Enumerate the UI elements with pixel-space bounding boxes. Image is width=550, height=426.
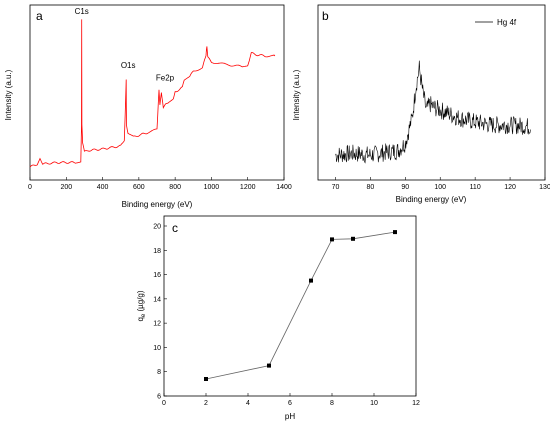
- panel-b-legend-label: Hg 4f: [497, 18, 517, 27]
- panel-c-label: c: [172, 221, 178, 235]
- panel-a-x-tick-label: 1400: [276, 184, 292, 191]
- panel-c-data-point: [330, 237, 334, 242]
- panel-a-x-tick-label: 1000: [204, 184, 220, 191]
- panel-a-peak-annotation: O1s: [121, 61, 136, 70]
- panel-c-y-tick-label: 6: [157, 394, 161, 401]
- panel-b-x-tick-label: 100: [434, 184, 446, 191]
- panel-a-peak-annotation: Fe2p: [156, 74, 175, 83]
- panel-a-frame: [29, 4, 285, 181]
- panel-a-spectrum-line: [29, 19, 276, 168]
- panel-c-x-axis-label: pH: [285, 412, 295, 421]
- panel-c-data-point: [204, 377, 208, 381]
- panel-c-data-point: [351, 236, 355, 241]
- panel-c-x-ticks: 0 2 4 6 8 10 12: [162, 393, 420, 407]
- panel-a-x-tick-label: 0: [28, 184, 32, 191]
- panel-c-y-tick-label: 20: [153, 224, 161, 231]
- panel-c-data-point: [309, 278, 313, 283]
- panel-a-x-tick-label: 200: [60, 184, 72, 191]
- panel-a-x-tick-label: 1200: [240, 184, 256, 191]
- panel-b-x-ticks: 70 80 90 100 110 120 130: [332, 177, 550, 191]
- panel-c-data-point: [393, 230, 397, 235]
- panel-c-x-tick-label: 10: [370, 400, 378, 407]
- panel-a-label: a: [36, 9, 43, 23]
- panel-c-y-tick-label: 14: [153, 296, 161, 303]
- panel-b-y-axis-label: Intensity (a.u.): [292, 69, 301, 120]
- panel-c-frame: [163, 215, 417, 397]
- panel-b-x-tick-label: 70: [332, 184, 340, 191]
- panel-b-x-tick-label: 120: [504, 184, 516, 191]
- panel-b-frame: [317, 4, 546, 181]
- panel-c: c 0 2 4 6 8 10 12 6 8 10 12 14 16 18 20 pH qe (µg/g): [136, 215, 420, 421]
- panel-c-x-tick-label: 6: [288, 400, 292, 407]
- panel-b-x-tick-label: 90: [401, 184, 409, 191]
- panel-b: b 70 80 90 100 110 120 130 Binding energy (eV)…: [292, 4, 550, 204]
- panel-c-data-point: [267, 363, 271, 368]
- panel-a-x-axis-label: Binding energy (eV): [122, 200, 193, 209]
- panel-c-x-tick-label: 8: [330, 400, 334, 407]
- panel-b-x-axis-label: Binding energy (eV): [396, 195, 467, 204]
- panel-c-y-tick-label: 10: [153, 345, 161, 352]
- panel-c-y-axis-label: qe (µg/g): [136, 290, 147, 321]
- panel-a: a 0 200 400 600 800 1000 1200 1400 Binding ener…: [4, 4, 292, 209]
- panel-c-x-tick-label: 12: [412, 400, 420, 407]
- panel-c-x-tick-label: 4: [246, 400, 250, 407]
- panel-c-y-tick-label: 18: [153, 248, 161, 255]
- panel-a-x-ticks: 0 200 400 600 800 1000 1200 1400: [28, 177, 292, 191]
- panel-b-x-tick-label: 110: [470, 184, 481, 191]
- panel-a-x-tick-label: 400: [97, 184, 109, 191]
- panel-a-x-tick-label: 600: [133, 184, 145, 191]
- panel-b-spectrum-line: [335, 60, 531, 164]
- panel-a-annotations: C1s O1s Fe2p: [75, 7, 175, 83]
- panel-c-series-line: [205, 231, 396, 380]
- panel-c-y-ticks: 6 8 10 12 14 16 18 20: [153, 224, 167, 401]
- panel-c-y-tick-label: 12: [153, 321, 161, 328]
- panel-c-x-tick-label: 0: [162, 400, 166, 407]
- panel-a-x-tick-label: 800: [169, 184, 181, 191]
- panel-b-x-tick-label: 80: [366, 184, 374, 191]
- panel-b-label: b: [322, 9, 329, 23]
- panel-c-y-tick-label: 8: [157, 369, 161, 376]
- panel-c-markers: [204, 230, 397, 381]
- panel-c-y-tick-label: 16: [153, 272, 161, 279]
- panel-c-x-tick-label: 2: [204, 400, 208, 407]
- panel-a-peak-annotation: C1s: [75, 7, 89, 16]
- panel-a-y-axis-label: Intensity (a.u.): [4, 69, 13, 120]
- panel-b-x-tick-label: 130: [539, 184, 550, 191]
